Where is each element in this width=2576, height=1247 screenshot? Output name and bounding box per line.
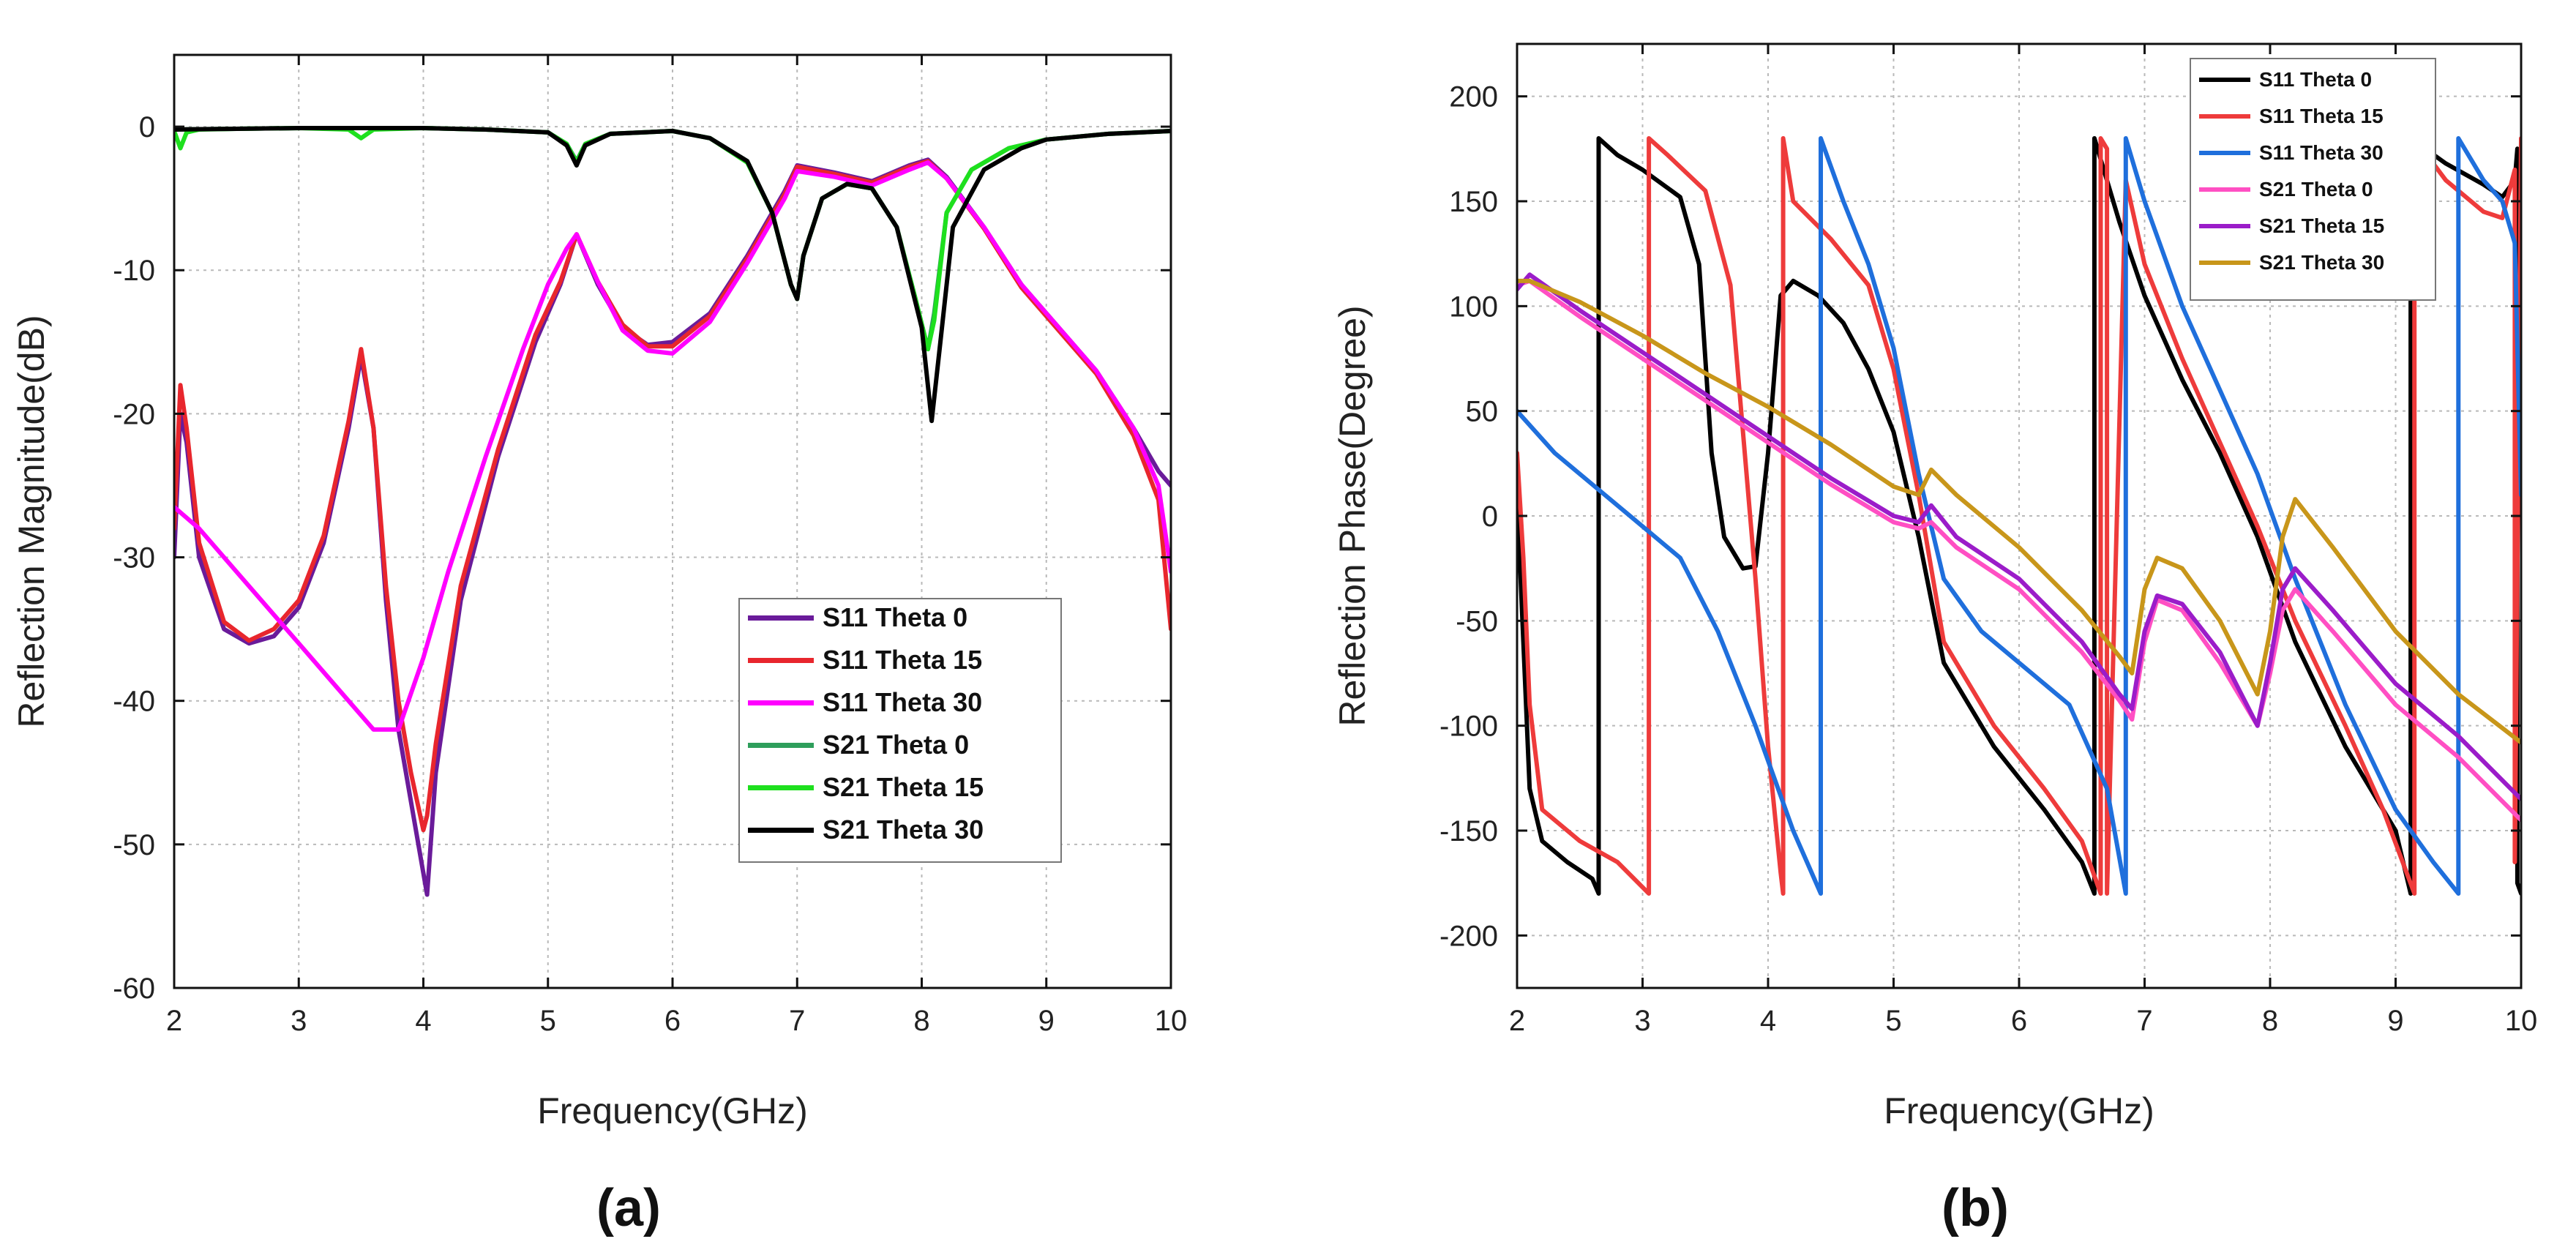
legend-entry-label: S11 Theta 0: [2259, 68, 2372, 91]
x-tick-label: 10: [2505, 1005, 2538, 1037]
series-line-s11-theta-30: [174, 160, 1171, 732]
x-tick-label: 5: [1885, 1005, 1901, 1037]
y-axis-label: Reflection Phase(Degree): [1332, 305, 1373, 726]
panel-label: (b): [1942, 1179, 2009, 1237]
legend: S11 Theta 0 S11 Theta 15 S11 Theta 30 S21 T…: [738, 598, 1062, 863]
legend-entry-label: S21 Theta 0: [2259, 178, 2373, 201]
x-tick-label: 8: [2262, 1005, 2278, 1037]
y-tick-label: -200: [1439, 920, 1498, 952]
y-axis-label: Reflection Magnitude(dB): [11, 315, 52, 727]
series-line-s11-theta-30: [1517, 136, 2521, 896]
x-tick-label: 6: [2011, 1005, 2027, 1037]
series-line-s21-theta-30: [1517, 278, 2521, 745]
legend-entry-label: S11 Theta 15: [2259, 105, 2384, 127]
x-tick-label: 3: [291, 1005, 307, 1037]
x-tick-label: 9: [1038, 1005, 1055, 1037]
y-tick-label: 100: [1449, 291, 1498, 323]
y-tick-label: -50: [1456, 605, 1498, 637]
x-tick-label: 7: [2136, 1005, 2152, 1037]
x-tick-label: 2: [1509, 1005, 1525, 1037]
y-tick-label: 200: [1449, 81, 1498, 113]
panel-a: 2 3 4 5 6 7 8 9 10 0 -10 -20 -30 -40 -50 -60 Frequency(G…: [11, 53, 1188, 1237]
x-tick-label: 7: [789, 1005, 805, 1037]
y-tick-label: -60: [113, 973, 155, 1005]
series-line-s11-theta-15: [1517, 136, 2521, 896]
x-tick-label: 4: [415, 1005, 431, 1037]
series-line-s21-theta-30: [174, 126, 1171, 424]
series-group: [1517, 136, 2521, 896]
legend-entry-label: S21 Theta 30: [2259, 251, 2384, 274]
series-line-s21-theta-0: [1517, 278, 2521, 823]
panel-b: 2 3 4 5 6 7 8 9 10 200 150 100 50 0 -50 -100 -150 -200 Fre…: [1332, 42, 2538, 1237]
x-tick-label: 8: [913, 1005, 929, 1037]
legend-entry-label: S11 Theta 30: [2259, 141, 2384, 164]
x-tick-label: 9: [2387, 1005, 2403, 1037]
x-axis-label: Frequency(GHz): [1884, 1090, 2154, 1131]
x-tick-label: 4: [1760, 1005, 1776, 1037]
legend-entry-label: S11 Theta 30: [823, 687, 982, 717]
legend-box: [738, 598, 1062, 863]
legend-entry-label: S21 Theta 0: [823, 730, 969, 760]
legend-entry-label: S21 Theta 15: [2259, 214, 2384, 237]
x-tick-label: 2: [166, 1005, 182, 1037]
panel-label: (a): [596, 1179, 661, 1237]
y-tick-label: 0: [1482, 501, 1498, 533]
legend-entry-label: S11 Theta 15: [823, 645, 982, 675]
x-axis-label: Frequency(GHz): [537, 1090, 808, 1131]
y-tick-label: -20: [113, 398, 155, 430]
legend: S11 Theta 0 S11 Theta 15 S11 Theta 30 S21 T…: [2190, 58, 2436, 301]
legend-entry-label: S11 Theta 0: [823, 602, 967, 632]
y-tick-label: -150: [1439, 815, 1498, 847]
series-line-s11-theta-0: [1517, 136, 2521, 896]
legend-box: [2190, 58, 2436, 301]
y-tick-label: -40: [113, 686, 155, 718]
legend-entry-label: S21 Theta 15: [823, 772, 984, 802]
y-tick-label: -30: [113, 542, 155, 574]
y-tick-label: 50: [1466, 396, 1499, 428]
x-tick-label: 6: [664, 1005, 681, 1037]
x-tick-label: 5: [540, 1005, 556, 1037]
legend-entry-label: S21 Theta 30: [823, 815, 984, 845]
y-tick-label: 150: [1449, 186, 1498, 218]
x-tick-label: 10: [1155, 1005, 1188, 1037]
y-tick-label: 0: [139, 111, 155, 143]
x-tick-label: 3: [1634, 1005, 1650, 1037]
series-line-s21-theta-15: [1517, 272, 2521, 801]
y-tick-label: -50: [113, 829, 155, 861]
series-group: [174, 126, 1171, 897]
y-tick-label: -100: [1439, 711, 1498, 743]
y-tick-label: -10: [113, 255, 155, 287]
